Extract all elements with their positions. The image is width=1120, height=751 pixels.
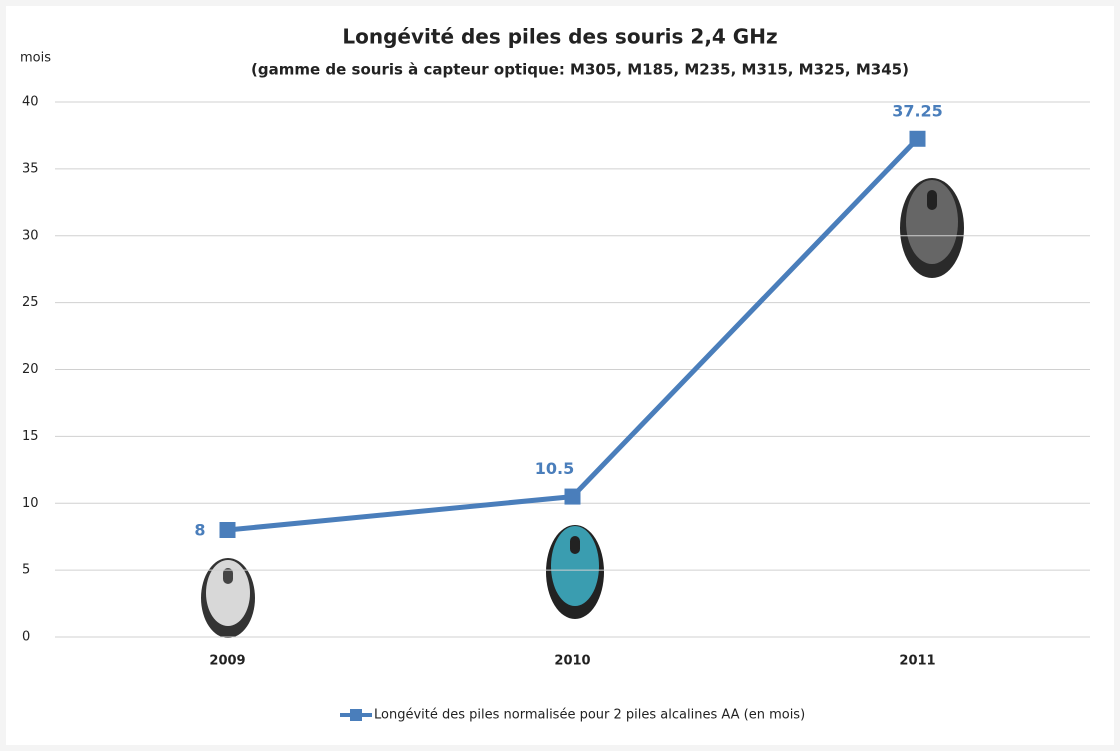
y-tick-label: 40: [22, 95, 39, 110]
y-tick-label: 15: [22, 429, 39, 444]
y-tick-label: 0: [22, 630, 30, 645]
y-tick-label: 35: [22, 161, 39, 176]
legend-marker: [350, 709, 362, 721]
data-label: 10.5: [535, 459, 574, 478]
chart-subtitle: (gamme de souris à capteur optique: M305…: [251, 61, 909, 79]
chart-area: [6, 6, 1114, 745]
y-tick-label: 5: [22, 563, 30, 578]
point-marker: [565, 489, 581, 505]
chart-title: Longévité des piles des souris 2,4 GHz: [342, 25, 777, 49]
x-tick-label: 2010: [554, 654, 590, 669]
data-label: 8: [194, 521, 205, 540]
mouse-image: [900, 178, 964, 278]
data-label: 37.25: [892, 101, 943, 120]
y-axis-label: mois: [20, 51, 51, 66]
mouse-image: [546, 525, 604, 619]
x-tick-label: 2009: [209, 654, 245, 669]
y-tick-label: 10: [22, 496, 39, 511]
y-tick-label: 30: [22, 228, 39, 243]
legend: Longévité des piles normalisée pour 2 pi…: [340, 708, 805, 723]
point-marker: [910, 131, 926, 147]
chart: Longévité des piles des souris 2,4 GHz (…: [0, 0, 1120, 751]
y-tick-label: 25: [22, 295, 39, 310]
y-tick-label: 20: [22, 362, 39, 377]
legend-label: Longévité des piles normalisée pour 2 pi…: [374, 708, 805, 723]
x-tick-label: 2011: [899, 654, 935, 669]
point-marker: [220, 522, 236, 538]
